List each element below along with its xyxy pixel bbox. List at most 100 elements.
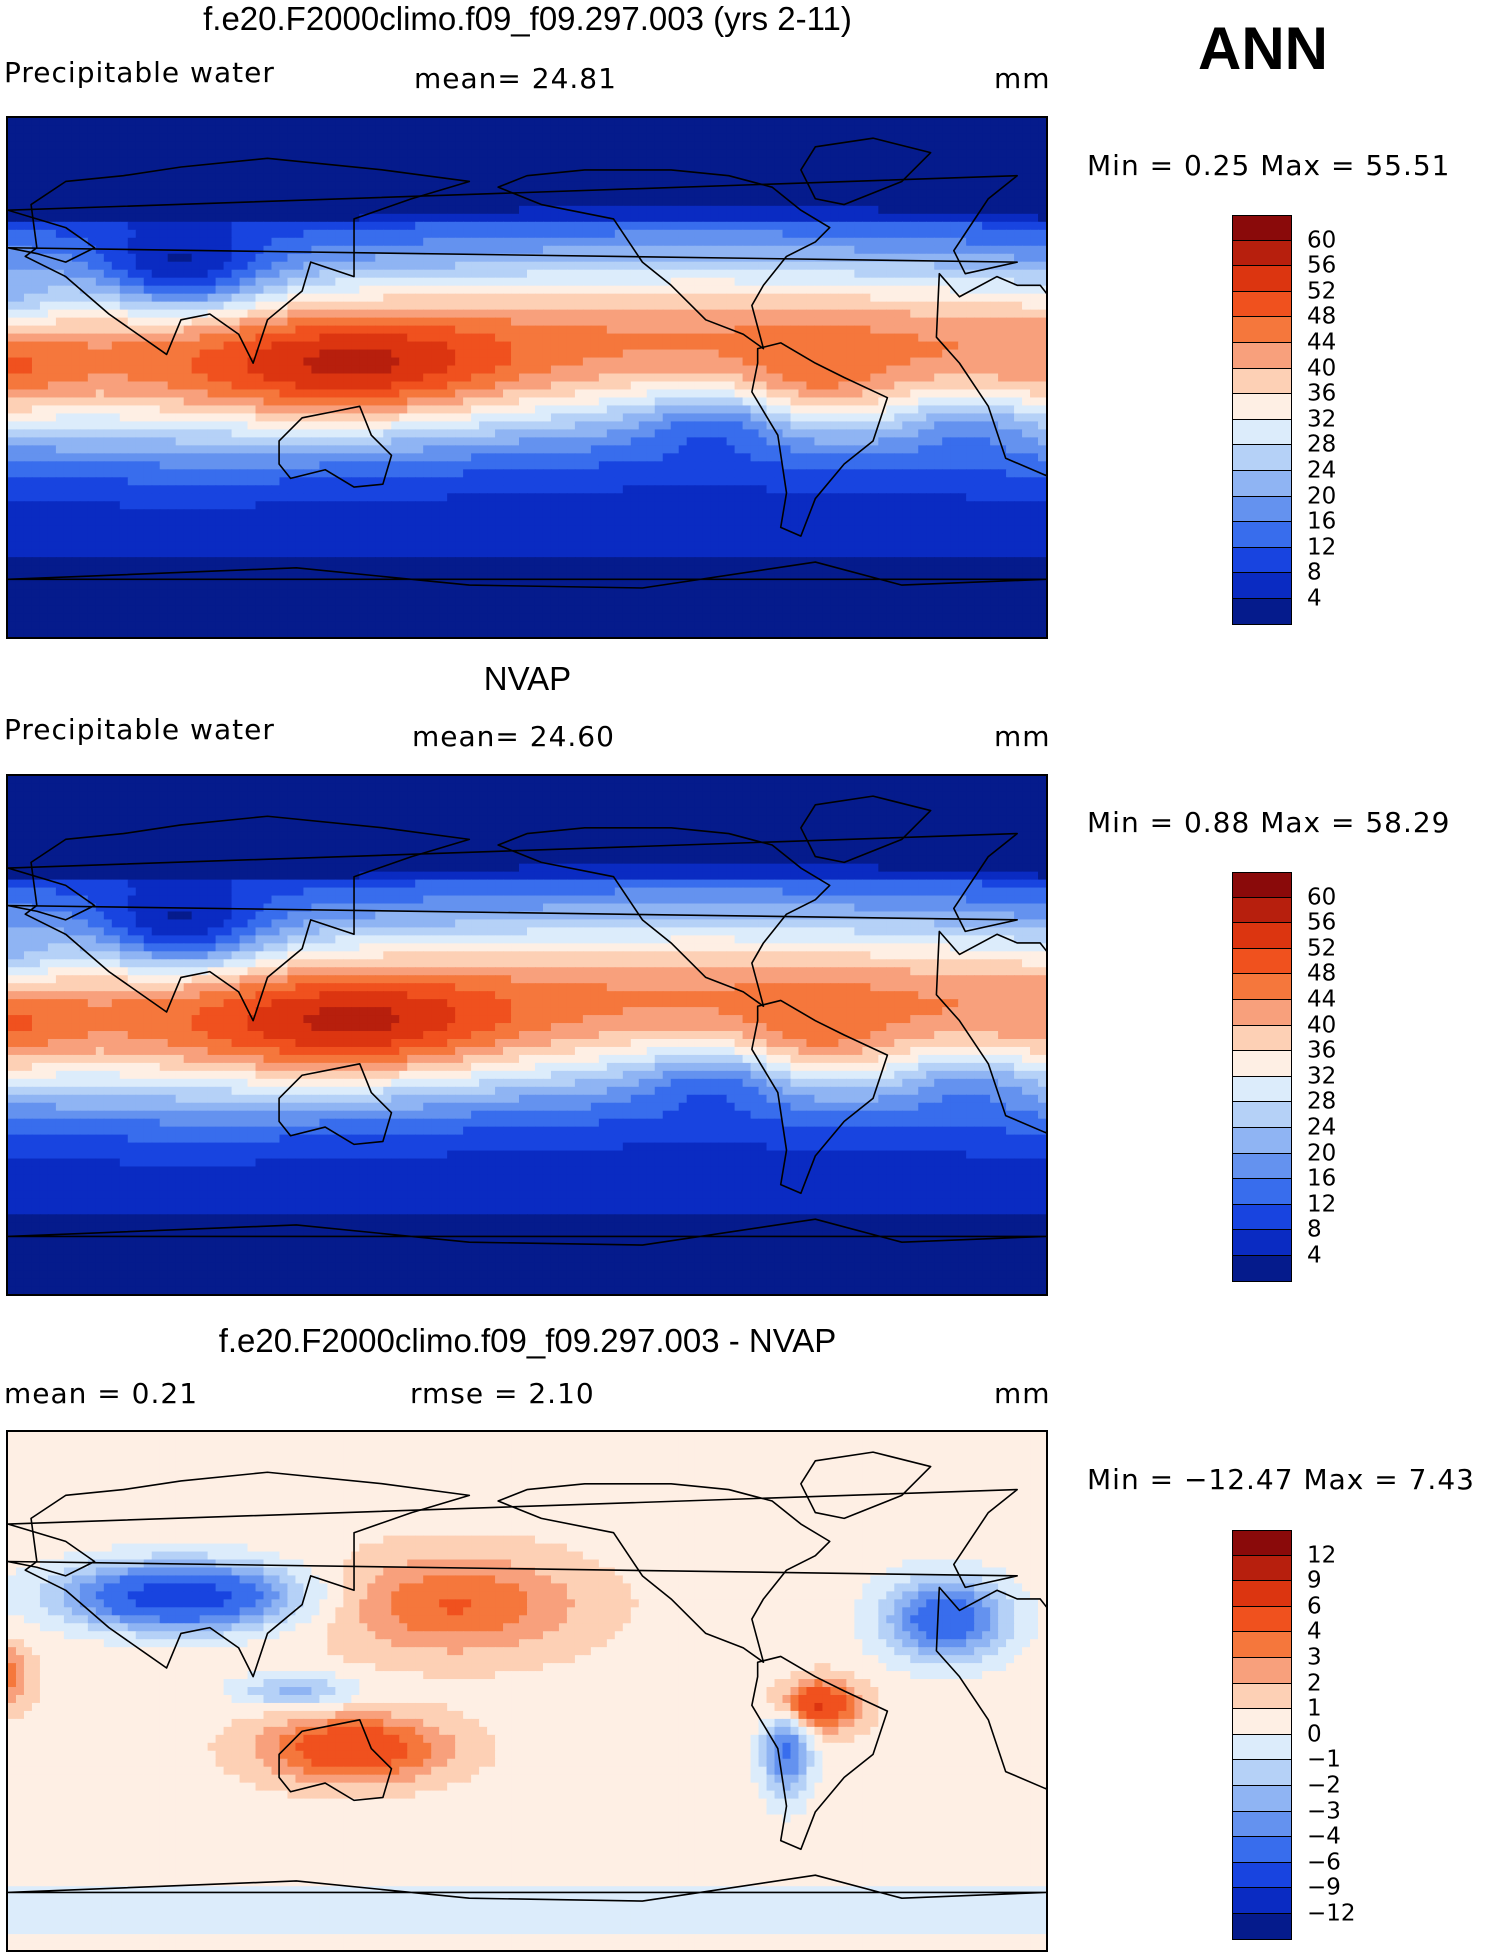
field-cell xyxy=(822,189,832,199)
field-cell xyxy=(718,357,728,367)
field-cell xyxy=(319,277,328,287)
field-cell xyxy=(902,125,911,135)
field-cell xyxy=(407,269,416,279)
field-cell xyxy=(391,149,400,159)
field-cell xyxy=(375,309,384,319)
field-cell xyxy=(1022,157,1031,167)
field-cell xyxy=(734,133,744,143)
field-cell xyxy=(854,141,863,151)
field-cell xyxy=(63,413,73,423)
field-cell xyxy=(934,333,943,343)
field-cell xyxy=(878,349,887,359)
field-cell xyxy=(183,373,193,383)
field-cell xyxy=(1006,405,1015,415)
field-cell xyxy=(798,197,808,207)
field-cell xyxy=(590,317,600,327)
field-cell xyxy=(638,221,648,231)
field-cell xyxy=(431,213,440,223)
field-cell xyxy=(407,341,416,351)
field-cell xyxy=(143,173,153,183)
field-cell xyxy=(598,221,608,231)
field-cell xyxy=(894,269,903,279)
field-cell xyxy=(335,413,344,423)
field-cell xyxy=(726,341,736,351)
field-cell xyxy=(702,381,712,391)
field-cell xyxy=(806,277,816,287)
field-cell xyxy=(455,317,464,327)
field-cell xyxy=(550,381,560,391)
field-cell xyxy=(503,125,512,135)
field-cell xyxy=(710,189,720,199)
field-cell xyxy=(1038,245,1046,255)
field-cell xyxy=(31,205,41,215)
field-cell xyxy=(630,269,640,279)
field-cell xyxy=(662,213,672,223)
field-cell xyxy=(982,118,991,127)
field-cell xyxy=(926,213,935,223)
field-cell xyxy=(694,301,704,311)
field-cell xyxy=(527,133,536,143)
field-cell xyxy=(614,237,624,247)
field-cell xyxy=(255,381,265,391)
field-cell xyxy=(982,341,991,351)
field-cell xyxy=(303,413,313,423)
field-cell xyxy=(191,333,201,343)
field-cell xyxy=(343,261,352,271)
field-cell xyxy=(542,381,552,391)
field-cell xyxy=(854,373,863,383)
field-cell xyxy=(183,301,193,311)
field-cell xyxy=(175,421,185,430)
field-cell xyxy=(423,309,432,319)
field-cell xyxy=(990,389,999,399)
field-cell xyxy=(614,357,624,367)
field-cell xyxy=(686,125,696,135)
field-cell xyxy=(295,261,305,271)
field-cell xyxy=(87,381,97,391)
field-cell xyxy=(359,149,368,159)
field-cell xyxy=(39,397,49,407)
field-cell xyxy=(23,365,33,375)
field-cell xyxy=(550,181,560,191)
field-cell xyxy=(710,118,720,127)
field-cell xyxy=(455,118,464,127)
field-cell xyxy=(231,285,241,295)
field-cell xyxy=(71,333,81,343)
field-cell xyxy=(471,357,480,367)
field-cell xyxy=(183,149,193,159)
field-cell xyxy=(319,341,328,351)
field-cell xyxy=(646,245,656,255)
field-cell xyxy=(966,405,975,415)
field-cell xyxy=(774,189,784,199)
field-cell xyxy=(151,213,161,223)
field-cell xyxy=(487,221,496,231)
field-cell xyxy=(143,325,153,335)
field-cell xyxy=(542,301,552,311)
field-cell xyxy=(846,389,855,399)
field-cell xyxy=(606,221,616,231)
field-cell xyxy=(495,349,504,359)
field-cell xyxy=(87,421,97,430)
field-cell xyxy=(479,349,488,359)
field-cell xyxy=(295,189,305,199)
field-cell xyxy=(934,413,943,423)
field-cell xyxy=(574,325,584,335)
field-cell xyxy=(343,421,352,430)
field-cell xyxy=(694,213,704,223)
field-cell xyxy=(23,197,33,207)
field-cell xyxy=(974,237,983,247)
field-cell xyxy=(942,325,951,335)
field-cell xyxy=(574,157,584,167)
field-cell xyxy=(902,301,911,311)
field-cell xyxy=(415,269,424,279)
field-cell xyxy=(335,205,344,215)
field-cell xyxy=(1022,253,1031,263)
field-cell xyxy=(359,301,368,311)
field-cell xyxy=(998,181,1007,191)
field-cell xyxy=(558,189,568,199)
field-cell xyxy=(806,373,816,383)
field-cell xyxy=(766,333,776,343)
field-cell xyxy=(271,397,281,407)
field-cell xyxy=(79,237,89,247)
field-cell xyxy=(782,181,792,191)
field-cell xyxy=(327,118,336,127)
